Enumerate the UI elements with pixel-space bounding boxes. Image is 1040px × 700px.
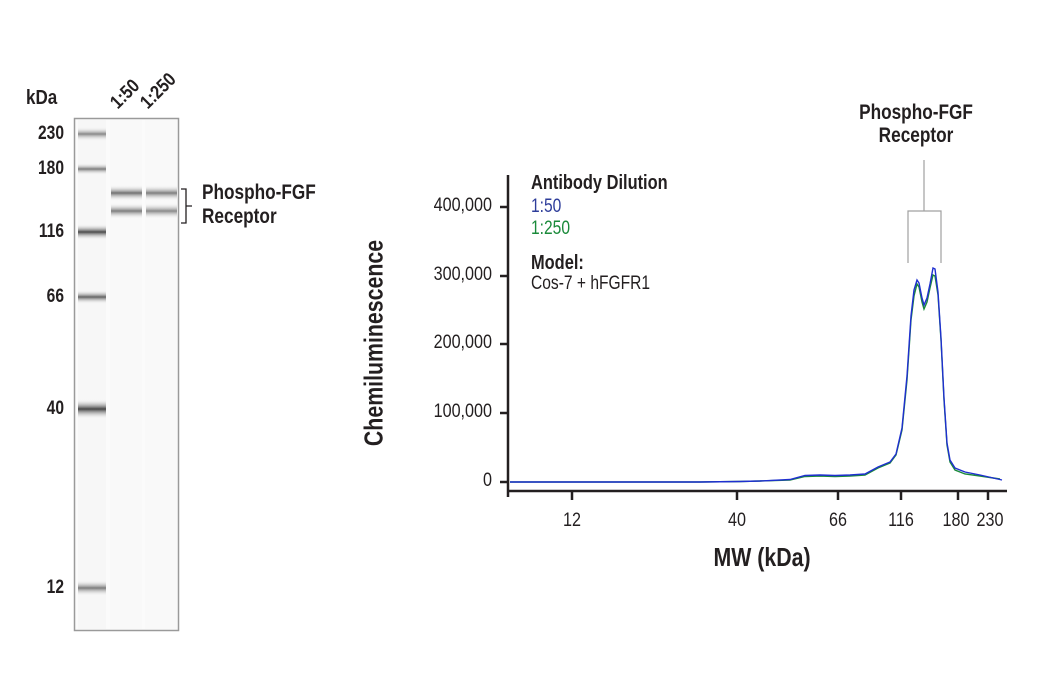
legend-item-1-50: 1:50 (531, 196, 562, 217)
ladder-label-230: 230 (38, 123, 64, 144)
x-tick-230: 230 (976, 510, 1004, 531)
sample-bands (111, 185, 177, 219)
series-1-50-line (510, 266, 1003, 483)
gel-target-label-line1: Phospho-FGF (202, 181, 316, 204)
x-tick-40: 40 (728, 510, 746, 531)
x-tick-116: 116 (888, 510, 914, 531)
ladder-label-180: 180 (38, 158, 64, 179)
y-axis-title: Chemiluminescence (358, 239, 389, 447)
legend-item-1-250: 1:250 (531, 218, 570, 239)
peak-label-line2: Receptor (878, 124, 954, 147)
y-tick-100000: 100,000 (433, 401, 492, 422)
gel-unit-label: kDa (26, 87, 58, 109)
x-tick-12: 12 (563, 510, 581, 531)
series-1-250-line (510, 273, 1001, 483)
ladder-label-40: 40 (46, 398, 64, 419)
ladder-label-66: 66 (46, 286, 64, 307)
ladder-label-12: 12 (46, 577, 64, 598)
gel-target-label-line2: Receptor (202, 205, 277, 228)
gel-bracket (181, 188, 192, 224)
ladder-label-116: 116 (38, 221, 64, 242)
y-tick-400000: 400,000 (433, 195, 492, 216)
x-tick-180: 180 (942, 510, 970, 531)
y-tick-0: 0 (483, 470, 492, 491)
model-value: Cos-7 + hFGFR1 (531, 273, 651, 294)
x-tick-66: 66 (829, 510, 847, 531)
y-tick-200000: 200,000 (433, 332, 492, 353)
peak-label-line1: Phospho-FGF (859, 101, 973, 124)
legend-title: Antibody Dilution (531, 172, 668, 194)
ladder-bands (78, 127, 106, 596)
model-title: Model: (531, 252, 584, 274)
y-tick-300000: 300,000 (433, 264, 492, 285)
peak-bracket (907, 160, 942, 263)
x-axis-title: MW (kDa) (713, 542, 811, 572)
